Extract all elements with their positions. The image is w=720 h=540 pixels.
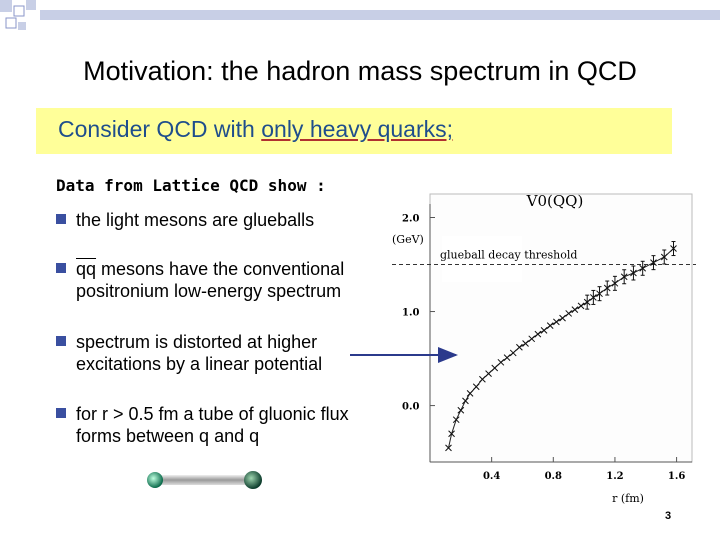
data-point (660, 249, 668, 265)
axes (429, 204, 692, 463)
data-point (509, 349, 517, 357)
x-axis-label: r (fm) (612, 492, 644, 505)
banner-text: Consider QCD with only heavy quarks; (58, 116, 453, 143)
slide-title: Motivation: the hadron mass spectrum in … (83, 56, 637, 86)
y-tick-labels: 0.0 1.0 2.0 (402, 214, 419, 413)
data-point (503, 354, 511, 361)
x-tick-label: 0.8 (545, 471, 562, 482)
data-point (516, 343, 523, 351)
data-point (445, 444, 452, 452)
bullet-2-text: qq mesons have the conventional positroni… (76, 259, 345, 301)
bullet-square-icon (56, 408, 66, 418)
data-point (630, 265, 637, 281)
bullet-3-text: spectrum is distorted at higher excitatio… (76, 332, 323, 374)
data-point (565, 310, 573, 317)
plot-frame (429, 193, 693, 463)
data-point (491, 364, 499, 372)
quark-ball-right (244, 471, 262, 489)
corner-decoration (0, 0, 720, 30)
bullet-1-text: the light mesons are glueballs (76, 210, 315, 230)
data-point (670, 241, 677, 257)
data-point (479, 375, 486, 383)
bullet-square-icon (56, 214, 66, 224)
y-tick-label: 2.0 (402, 214, 419, 225)
data-point (448, 430, 455, 438)
data-point (590, 289, 597, 305)
data-point (559, 314, 566, 322)
chart-title: V0(QQ) (526, 192, 584, 210)
page-number: 3 (665, 510, 672, 522)
threshold-label: glueball decay threshold (440, 249, 577, 262)
flux-tube (158, 475, 252, 485)
data-point (603, 280, 611, 296)
y-unit-label: (GeV) (392, 233, 424, 246)
data-point (546, 322, 554, 330)
quark-ball-left (147, 472, 163, 488)
data-point (522, 340, 529, 347)
data-point (650, 255, 657, 271)
section-heading: Data from Lattice QCD show : (56, 176, 326, 195)
data-point (466, 390, 474, 397)
data-point (452, 416, 460, 424)
data-point (462, 397, 469, 405)
x-tick-label: 1.2 (606, 471, 623, 482)
x-tick-label: 0.4 (483, 471, 500, 482)
qq-overbar: qq (76, 259, 97, 279)
data-point (534, 330, 542, 338)
data-point (620, 269, 628, 285)
data-point (472, 383, 480, 391)
y-tick-label: 1.0 (402, 308, 419, 319)
data-point (553, 318, 560, 326)
data-point (497, 358, 505, 366)
data-point (457, 406, 465, 414)
data-point (540, 326, 548, 334)
x-tick-labels: 0.4 0.8 1.2 1.6 (483, 471, 685, 482)
label-background (442, 236, 522, 282)
bullet-square-icon (56, 263, 66, 273)
bullet-square-icon (56, 336, 66, 346)
highlight-banner: Consider QCD with only heavy quarks; (36, 108, 672, 154)
data-point (611, 275, 619, 291)
data-points (445, 241, 677, 452)
data-point (571, 306, 579, 314)
bullet-4-text: for r > 0.5 fm a tube of gluonic flux for… (76, 404, 349, 446)
data-point (596, 286, 603, 302)
data-point (583, 294, 591, 310)
banner-underlined: only heavy quarks; (261, 116, 454, 142)
data-point (639, 260, 647, 276)
data-point (577, 302, 585, 310)
data-point (528, 335, 536, 343)
data-point (485, 370, 492, 377)
flux-tube-illustration (147, 471, 262, 489)
x-tick-label: 1.6 (668, 471, 685, 482)
y-tick-label: 0.0 (402, 402, 419, 413)
banner-prefix: Consider QCD with (58, 116, 262, 142)
